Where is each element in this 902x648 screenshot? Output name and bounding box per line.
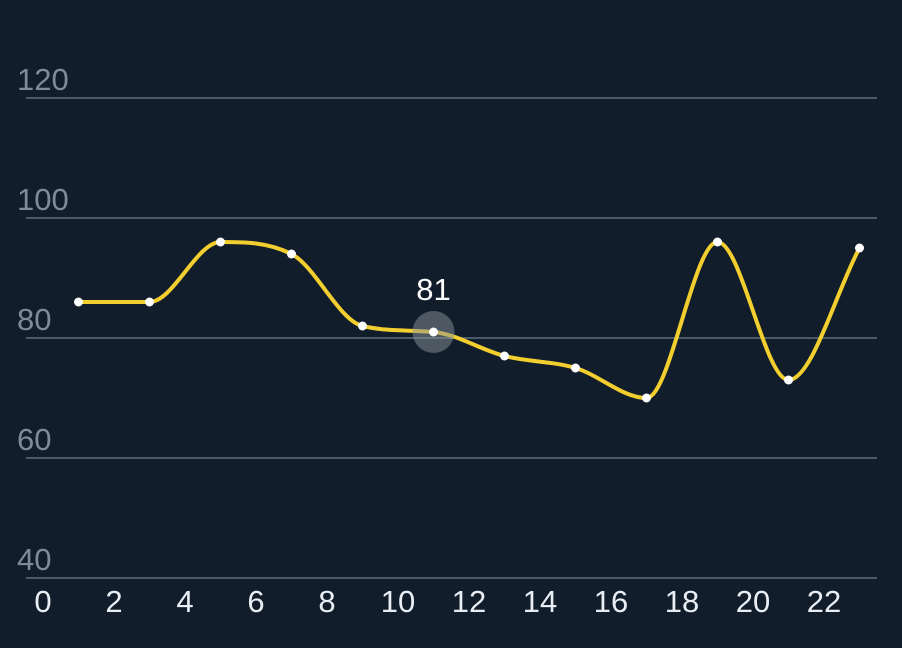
data-point[interactable] <box>287 249 296 259</box>
y-tick-label: 80 <box>17 302 51 337</box>
x-tick-label: 14 <box>523 584 557 619</box>
x-axis: 0 2 4 6 8 10 12 14 16 18 20 22 <box>34 584 841 619</box>
y-tick-label: 100 <box>17 182 69 217</box>
data-point[interactable] <box>784 375 793 385</box>
x-tick-label: 18 <box>665 584 699 619</box>
data-point[interactable] <box>571 363 580 373</box>
data-point[interactable] <box>500 351 509 361</box>
x-tick-label: 2 <box>105 584 122 619</box>
data-point[interactable] <box>713 237 722 247</box>
y-tick-label: 60 <box>17 422 51 457</box>
x-tick-label: 22 <box>807 584 841 619</box>
data-point[interactable] <box>855 243 864 253</box>
plot-area: 81 <box>74 237 864 403</box>
data-point[interactable] <box>145 297 154 307</box>
data-point[interactable] <box>216 237 225 247</box>
data-point[interactable] <box>358 321 367 331</box>
x-tick-label: 10 <box>381 584 415 619</box>
x-tick-label: 16 <box>594 584 628 619</box>
x-tick-label: 0 <box>34 584 51 619</box>
x-tick-label: 4 <box>176 584 193 619</box>
series-line <box>76 240 862 400</box>
data-point[interactable] <box>429 327 438 337</box>
y-axis: 40 60 80 100 120 <box>17 62 69 577</box>
highlight-value-label: 81 <box>416 272 450 307</box>
x-tick-label: 8 <box>318 584 335 619</box>
x-tick-label: 20 <box>736 584 770 619</box>
data-point[interactable] <box>74 297 83 307</box>
y-tick-label: 120 <box>17 62 69 97</box>
x-tick-label: 12 <box>452 584 486 619</box>
data-point[interactable] <box>642 393 651 403</box>
y-tick-label: 40 <box>17 542 51 577</box>
x-tick-label: 6 <box>247 584 264 619</box>
